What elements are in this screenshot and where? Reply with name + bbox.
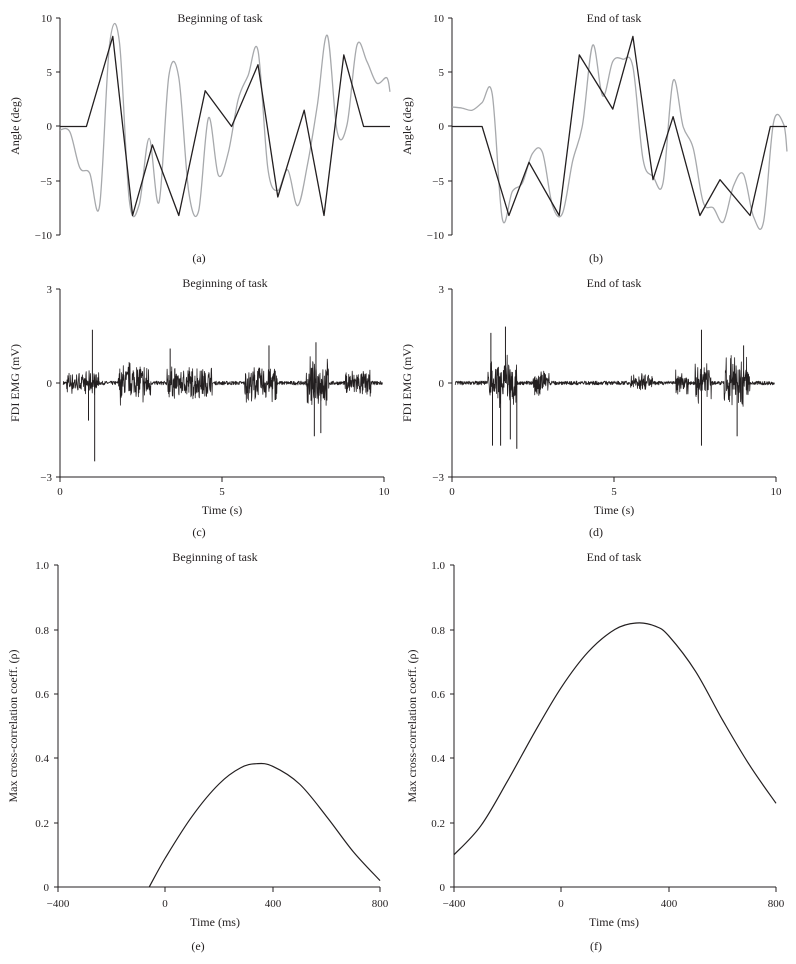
panel-e-ytick: 0.2: [35, 818, 49, 830]
panel-c-ytick: 3: [47, 284, 53, 296]
panel-c-xtick: 5: [219, 486, 225, 498]
panel-a-plot: [59, 22, 391, 218]
panel-b-ytick: 5: [439, 67, 445, 79]
panel-a-y-axis: 10 5 0 −5 −10: [35, 13, 61, 242]
panel-c-label: (c): [192, 525, 205, 539]
panel-b-ytick: −5: [432, 176, 444, 188]
tracking-series-line: [59, 22, 391, 218]
panel-d-plot: [454, 326, 775, 449]
panel-e-title: Beginning of task: [172, 550, 257, 564]
panel-b-ylabel: Angle (deg): [400, 97, 414, 155]
panel-a: Beginning of task Angle (deg) 10 5 0 −5 …: [8, 11, 391, 265]
panel-e-ytick: 0: [44, 882, 50, 894]
panel-c-ylabel: FDI EMG (mV): [8, 344, 22, 422]
panel-d-title: End of task: [587, 276, 642, 290]
panel-d-xlabel: Time (s): [594, 503, 635, 517]
panel-c-title: Beginning of task: [182, 276, 267, 290]
emg-signal-line: [62, 356, 383, 406]
panel-b-y-axis: 10 5 0 −5 −10: [427, 13, 453, 242]
target-series-line: [452, 35, 787, 217]
panel-f-xlabel: Time (ms): [589, 915, 639, 929]
panel-d: End of task FDI EMG (mV) 3 0 −3 0 5 10 T…: [400, 276, 782, 539]
panel-e-ylabel: Max cross-correlation coeff. (ρ): [6, 649, 20, 802]
panel-f-ytick: 1.0: [431, 560, 445, 572]
panel-c-ytick: −3: [40, 472, 52, 484]
panel-e-plot: [148, 762, 381, 888]
panel-f-xtick: −400: [443, 898, 466, 910]
panel-a-ytick: 0: [47, 121, 53, 133]
panel-b: End of task Angle (deg) 10 5 0 −5 −10 (b…: [400, 11, 788, 265]
panel-d-ytick: 3: [439, 284, 445, 296]
panel-f-xtick: 0: [558, 898, 564, 910]
panel-d-xtick: 5: [611, 486, 617, 498]
panel-e: Beginning of task Max cross-correlation …: [6, 550, 389, 953]
tracking-series-line: [451, 44, 788, 230]
panel-d-label: (d): [589, 525, 603, 539]
panel-f-axes: 1.0 0.8 0.6 0.4 0.2 0 −400 0 400 800: [431, 560, 785, 910]
panel-b-plot: [451, 35, 788, 230]
panel-c-xtick: 0: [57, 486, 63, 498]
panel-a-ytick: −10: [35, 230, 53, 242]
panel-d-axes: 3 0 −3 0 5 10: [432, 284, 782, 498]
panel-e-xtick: 800: [372, 898, 389, 910]
panel-f-ytick: 0.2: [431, 818, 445, 830]
panel-f-ytick: 0.6: [431, 689, 445, 701]
panel-f-ytick: 0: [440, 882, 446, 894]
panel-e-ytick: 1.0: [35, 560, 49, 572]
panel-c-axes: 3 0 −3 0 5 10: [40, 284, 390, 498]
panel-b-label: (b): [589, 251, 603, 265]
panel-d-ytick: −3: [432, 472, 444, 484]
panel-a-ytick: −5: [40, 176, 52, 188]
panel-f-title: End of task: [587, 550, 642, 564]
panel-c-xtick: 10: [379, 486, 391, 498]
panel-d-xtick: 0: [449, 486, 455, 498]
panel-f-label: (f): [590, 939, 602, 953]
correlation-curve-line: [453, 622, 777, 856]
emg-signal-line: [454, 354, 775, 408]
panel-d-xtick: 10: [771, 486, 783, 498]
panel-e-xtick: −400: [47, 898, 70, 910]
panel-e-ytick: 0.6: [35, 689, 49, 701]
panel-f-xtick: 400: [661, 898, 678, 910]
panel-c-plot: [62, 329, 383, 462]
panel-f-xtick: 800: [768, 898, 785, 910]
panel-f-ytick: 0.4: [431, 753, 445, 765]
panel-e-ytick: 0.4: [35, 753, 49, 765]
panel-a-ytick: 5: [47, 67, 53, 79]
panel-f-ylabel: Max cross-correlation coeff. (ρ): [405, 649, 419, 802]
correlation-curve-line: [148, 762, 381, 888]
panel-e-axes: 1.0 0.8 0.6 0.4 0.2 0 −400 0 400 800: [35, 560, 389, 910]
panel-c-xlabel: Time (s): [202, 503, 243, 517]
panel-b-ytick: −10: [427, 230, 445, 242]
panel-f-ytick: 0.8: [431, 625, 445, 637]
target-series-line: [60, 35, 390, 217]
panel-d-ylabel: FDI EMG (mV): [400, 344, 414, 422]
panel-e-label: (e): [191, 939, 204, 953]
panel-c: Beginning of task FDI EMG (mV) 3 0 −3 0 …: [8, 276, 390, 539]
panel-b-ytick: 10: [433, 13, 445, 25]
panel-a-ytick: 10: [41, 13, 53, 25]
panel-e-xtick: 0: [162, 898, 168, 910]
panel-e-ytick: 0.8: [35, 625, 49, 637]
panel-f: End of task Max cross-correlation coeff.…: [405, 550, 785, 953]
panel-a-label: (a): [192, 251, 205, 265]
panel-f-plot: [453, 622, 777, 856]
panel-e-xtick: 400: [265, 898, 282, 910]
panel-d-ytick: 0: [439, 378, 445, 390]
panel-b-ytick: 0: [439, 121, 445, 133]
panel-a-ylabel: Angle (deg): [8, 97, 22, 155]
panel-c-ytick: 0: [47, 378, 53, 390]
panel-e-xlabel: Time (ms): [190, 915, 240, 929]
panel-b-title: End of task: [587, 11, 642, 25]
panel-a-title: Beginning of task: [177, 11, 262, 25]
